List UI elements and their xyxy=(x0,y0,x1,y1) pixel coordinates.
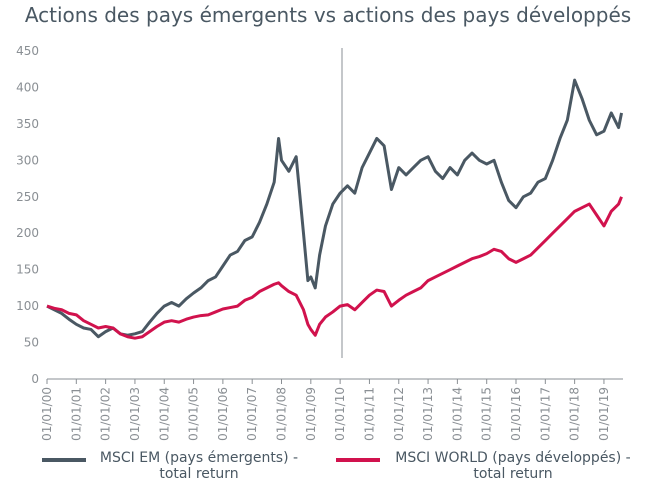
legend-label: MSCI EM (pays émergents) - total return xyxy=(99,450,299,482)
y-tick-label: 350 xyxy=(16,117,39,131)
x-tick-label: 01/01/10 xyxy=(333,387,347,441)
y-tick-label: 450 xyxy=(16,44,39,58)
x-tick-label: 01/01/11 xyxy=(362,387,376,441)
x-tick-label: 01/01/14 xyxy=(450,387,464,441)
x-tick-label: 01/01/06 xyxy=(216,387,230,441)
y-tick-label: 250 xyxy=(16,190,39,204)
y-tick-label: 200 xyxy=(16,226,39,240)
chart: Actions des pays émergents vs actions de… xyxy=(16,3,631,441)
x-tick-label: 01/01/05 xyxy=(187,387,201,441)
y-tick-label: 400 xyxy=(16,80,39,94)
y-tick-label: 100 xyxy=(16,299,39,313)
series-line xyxy=(46,196,623,340)
x-tick-label: 01/01/01 xyxy=(69,387,83,441)
chart-title: Actions des pays émergents vs actions de… xyxy=(25,3,631,27)
x-tick-label: 01/01/15 xyxy=(480,387,494,441)
x-tick-label: 01/01/07 xyxy=(245,387,259,441)
legend-label: MSCI WORLD (pays développés) - total ret… xyxy=(395,450,631,482)
x-tick-label: 01/01/02 xyxy=(99,387,113,441)
y-tick-label: 0 xyxy=(31,372,39,386)
legend-item: MSCI EM (pays émergents) - total return xyxy=(42,450,304,482)
legend-item: MSCI WORLD (pays développés) - total ret… xyxy=(336,450,638,482)
legend-swatch xyxy=(42,458,86,462)
x-tick-label: 01/01/00 xyxy=(40,387,54,441)
x-tick-label: 01/01/18 xyxy=(568,387,582,441)
x-tick-label: 01/01/03 xyxy=(128,387,142,441)
y-tick-label: 50 xyxy=(24,336,39,350)
y-tick-label: 150 xyxy=(16,263,39,277)
x-tick-label: 01/01/16 xyxy=(509,387,523,441)
y-tick-label: 300 xyxy=(16,153,39,167)
series-line xyxy=(46,78,624,339)
x-tick-label: 01/01/09 xyxy=(304,387,318,441)
x-tick-label: 01/01/08 xyxy=(275,387,289,441)
x-tick-label: 01/01/04 xyxy=(157,387,171,441)
x-tick-label: 01/01/19 xyxy=(597,387,611,441)
legend: MSCI EM (pays émergents) - total return M… xyxy=(0,450,656,482)
x-tick-label: 01/01/17 xyxy=(538,387,552,441)
x-tick-label: 01/01/13 xyxy=(421,387,435,441)
legend-swatch xyxy=(336,458,380,462)
x-tick-label: 01/01/12 xyxy=(392,387,406,441)
